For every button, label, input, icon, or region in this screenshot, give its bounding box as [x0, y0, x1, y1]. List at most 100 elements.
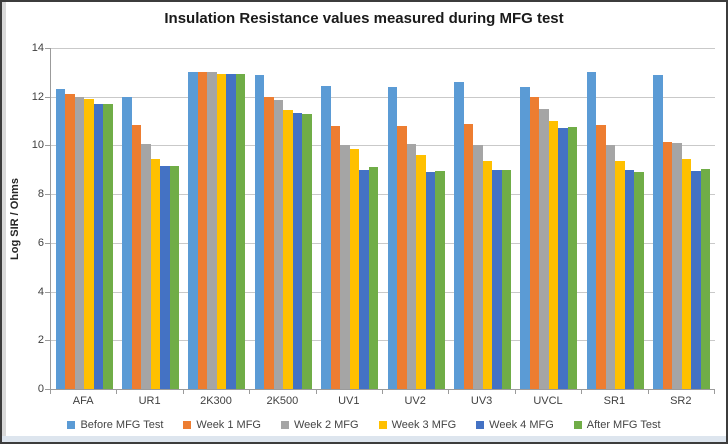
legend-swatch-icon — [476, 421, 485, 429]
bar — [160, 166, 170, 389]
y-tick-label: 0 — [37, 383, 44, 395]
x-tick-mark — [514, 390, 516, 394]
bar — [207, 72, 217, 389]
bar — [264, 96, 274, 389]
gridline — [51, 242, 715, 244]
legend-label: Week 3 MFG — [391, 419, 457, 431]
x-tick-mark — [315, 390, 317, 394]
x-category-label: SR1 — [603, 395, 626, 407]
bar-group-sr1 — [582, 48, 648, 389]
bar — [359, 169, 369, 389]
bar — [482, 161, 493, 389]
gridline — [51, 96, 715, 98]
legend-swatch-icon — [183, 421, 192, 429]
bar — [454, 82, 464, 389]
bar — [596, 124, 606, 389]
bar — [416, 155, 426, 389]
bar — [150, 158, 161, 389]
x-category-label: UV1 — [338, 395, 360, 407]
bar — [425, 172, 436, 389]
x-tick-mark — [647, 390, 649, 394]
bar — [586, 72, 597, 389]
bar — [624, 169, 635, 389]
y-tick-label: 10 — [31, 139, 44, 152]
bar — [254, 74, 265, 389]
x-category-label: UV2 — [404, 395, 426, 407]
x-category-label: SR2 — [670, 395, 692, 407]
bar-group-ur1 — [117, 48, 183, 389]
y-tick-mark — [45, 291, 50, 293]
bar — [672, 143, 682, 389]
bar — [473, 145, 483, 389]
y-tick-label: 8 — [37, 188, 44, 201]
legend-swatch-icon — [67, 421, 76, 429]
bar-group-sr2 — [649, 48, 715, 389]
y-tick-label: 14 — [31, 42, 44, 54]
chart-title: Insulation Resistance values measured du… — [164, 10, 564, 27]
x-tick-mark — [714, 390, 715, 394]
bar — [662, 141, 673, 389]
gridline — [51, 194, 715, 196]
bar — [435, 171, 445, 389]
legend-label: Week 1 MFG — [196, 419, 261, 431]
bar — [65, 94, 75, 389]
legend-label: Week 2 MFG — [293, 419, 359, 431]
bar — [520, 86, 530, 389]
y-tick-mark — [45, 48, 50, 49]
bar — [558, 128, 568, 389]
bar — [283, 110, 293, 389]
bar — [122, 96, 132, 389]
bar — [492, 169, 502, 389]
bar — [529, 96, 540, 389]
bar — [188, 72, 198, 389]
bar — [605, 145, 616, 389]
y-tick-label: 2 — [37, 334, 44, 347]
y-tick-label: 6 — [37, 236, 44, 249]
bar — [321, 85, 331, 389]
bar — [397, 125, 407, 389]
bar — [55, 89, 66, 389]
y-tick-label: 12 — [31, 90, 44, 103]
legend-item: Week 2 MFG — [280, 419, 359, 431]
bar-group-2k300 — [184, 48, 250, 389]
bar — [169, 166, 180, 389]
bar-group-afa — [51, 48, 117, 389]
bar — [681, 158, 692, 389]
bar — [103, 104, 113, 389]
legend-swatch-icon — [280, 421, 289, 429]
gridline — [51, 291, 715, 293]
x-tick-mark — [581, 390, 583, 394]
x-category-label: 2K300 — [200, 395, 232, 407]
bar — [387, 86, 398, 389]
y-tick-mark — [45, 145, 50, 147]
legend-label: Week 4 MFG — [489, 419, 554, 431]
gridline — [51, 48, 715, 49]
bar — [700, 168, 711, 389]
legend-item: Week 4 MFG — [476, 419, 554, 431]
bar — [302, 113, 312, 389]
bar — [501, 169, 512, 389]
bottom-strip — [2, 436, 726, 442]
y-tick-mark — [45, 340, 50, 342]
bar — [406, 144, 417, 389]
bar-group-2k500 — [250, 48, 316, 389]
bar — [653, 74, 663, 389]
bar — [548, 121, 559, 389]
y-tick-mark — [45, 194, 50, 196]
legend-item: Week 1 MFG — [183, 419, 261, 431]
left-border-strip — [2, 2, 6, 442]
bar — [567, 127, 578, 389]
bar — [74, 96, 85, 389]
bar — [463, 123, 474, 389]
gridline — [51, 145, 715, 147]
bar-group-uv2 — [383, 48, 449, 389]
bar — [273, 100, 284, 389]
bar — [197, 72, 208, 389]
bar-group-uvcl — [516, 48, 582, 389]
gridline — [51, 340, 715, 342]
y-axis-title: Log SIR / Ohms — [9, 178, 21, 260]
bar — [141, 144, 151, 389]
bar — [539, 108, 549, 389]
legend-item: After MFG Test — [573, 419, 661, 431]
